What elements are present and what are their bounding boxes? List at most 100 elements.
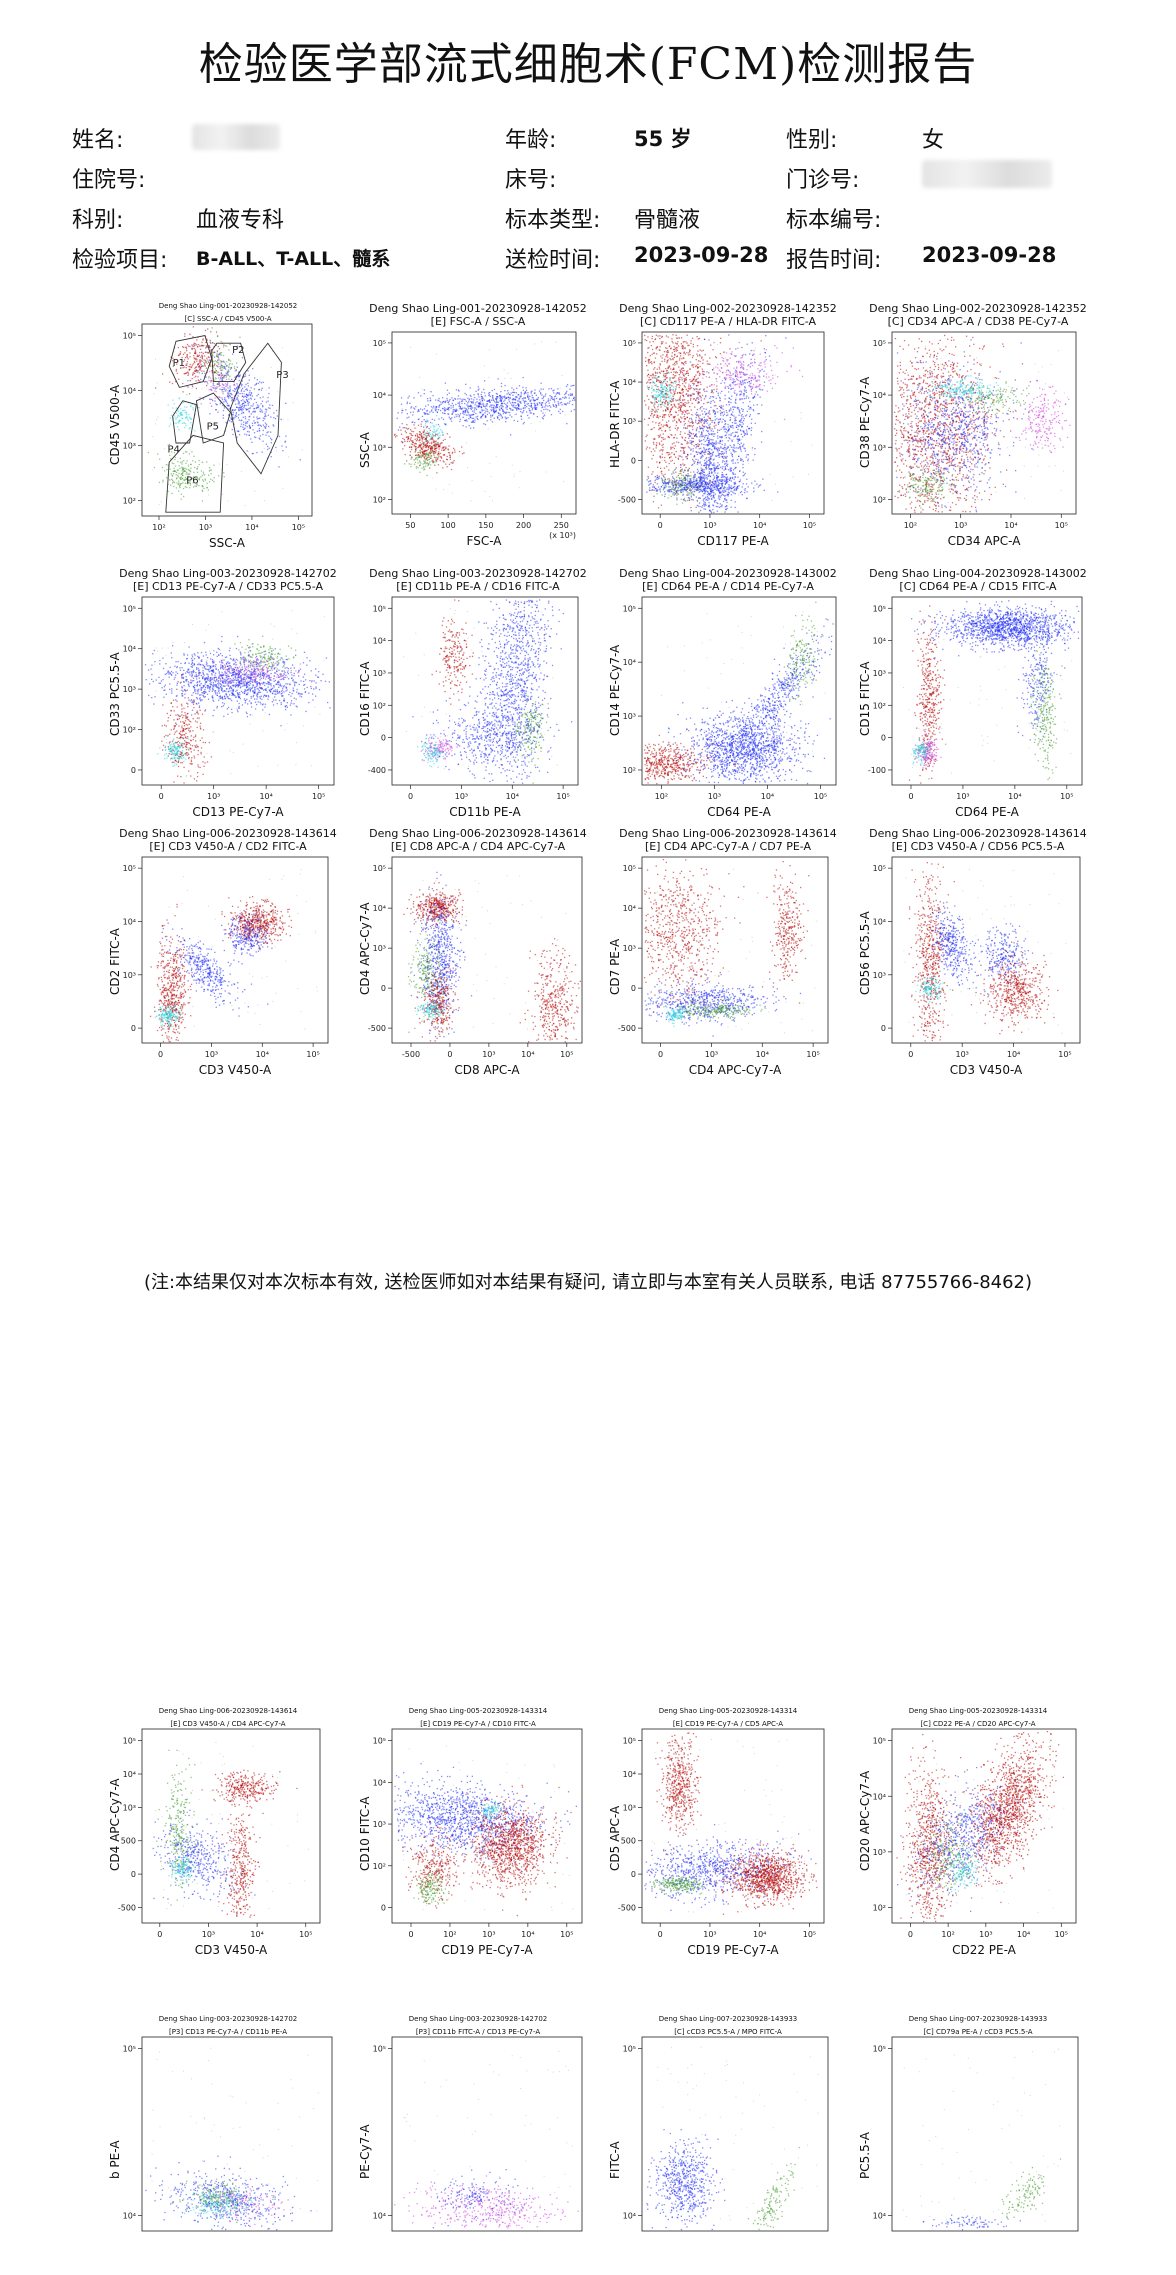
- y-tick-label: 10⁴: [873, 917, 886, 926]
- x-tick-label: 0: [408, 1930, 413, 1939]
- flow-plot: Deng Shao Ling-002-20230928-142352[C] CD…: [608, 302, 848, 562]
- y-tick-label: 10²: [373, 701, 386, 710]
- x-tick-label: 10³: [482, 1050, 495, 1059]
- y-tick-label: 10⁴: [373, 637, 386, 646]
- outpatient-redacted: [922, 160, 1052, 188]
- y-tick-label: 10⁴: [373, 904, 386, 913]
- y-tick-label: 10²: [873, 495, 886, 504]
- y-axis-label: CD10 FITC-A: [358, 1797, 372, 1871]
- y-tick-label: -100: [868, 766, 886, 775]
- flow-plot: Deng Shao Ling-006-20230928-143614[E] CD…: [358, 827, 598, 1087]
- y-tick-label: -500: [118, 1903, 136, 1912]
- y-tick-label: 10⁵: [123, 332, 136, 341]
- y-tick-label: 10⁵: [623, 2045, 636, 2054]
- x-tick-label: 0: [157, 1930, 162, 1939]
- x-tick-label: 10⁴: [256, 1050, 269, 1059]
- y-tick-label: -400: [368, 766, 386, 775]
- plot-frame: [892, 2037, 1078, 2231]
- y-tick-label: 10³: [123, 971, 136, 980]
- x-axis-label: CD19 PE-Cy7-A: [613, 1943, 853, 1957]
- flow-plot: Deng Shao Ling-005-20230928-143314[E] CD…: [608, 1707, 848, 1967]
- flow-plot: Deng Shao Ling-005-20230928-143314[E] CD…: [358, 1707, 598, 1967]
- y-tick-label: 10²: [373, 1862, 386, 1871]
- y-axis-label: PC5.5-A: [858, 2132, 872, 2179]
- y-axis-label: CD56 PC5.5-A: [858, 911, 872, 995]
- y-tick-label: 10⁵: [373, 339, 386, 348]
- plot-frame: [392, 2037, 582, 2231]
- y-tick-label: 500: [121, 1837, 136, 1846]
- y-tick-label: 10³: [873, 443, 886, 452]
- y-tick-label: 10⁵: [123, 604, 136, 613]
- gate-label: P6: [186, 475, 198, 486]
- x-tick-label: 10³: [205, 1050, 218, 1059]
- y-tick-label: 10⁴: [623, 904, 636, 913]
- y-tick-label: 10⁵: [373, 604, 386, 613]
- flow-plot: Deng Shao Ling-006-20230928-143614[E] CD…: [608, 827, 848, 1087]
- y-tick-label: 10⁴: [373, 391, 386, 400]
- x-tick-label: 0: [408, 792, 413, 801]
- flow-plot: Deng Shao Ling-006-20230928-143614[E] CD…: [108, 827, 348, 1087]
- x-tick-label: 10⁵: [803, 521, 816, 530]
- x-tick-label: 10⁵: [1055, 1930, 1068, 1939]
- y-tick-label: 10³: [623, 944, 636, 953]
- y-axis-label: HLA-DR FITC-A: [608, 381, 622, 468]
- x-tick-label: 10⁵: [299, 1930, 312, 1939]
- x-tick-label: 10⁴: [506, 792, 519, 801]
- gate-label: P3: [276, 370, 288, 381]
- y-tick-label: 10⁵: [873, 604, 886, 613]
- y-tick-label: 10²: [123, 497, 136, 506]
- x-tick-label: 10⁴: [753, 521, 766, 530]
- specimen-type-label: 标本类型:: [505, 202, 600, 234]
- flow-plot: Deng Shao Ling-003-20230928-142702[E] CD…: [108, 567, 348, 827]
- y-tick-label: 0: [381, 984, 386, 993]
- x-tick-label: 10⁴: [521, 1050, 534, 1059]
- y-tick-label: 10⁵: [873, 2045, 886, 2054]
- y-tick-label: 10⁵: [623, 339, 636, 348]
- sex-value: 女: [922, 122, 944, 154]
- y-tick-label: 10⁵: [123, 1737, 136, 1746]
- y-tick-label: -500: [368, 1024, 386, 1033]
- x-axis-label: CD19 PE-Cy7-A: [367, 1943, 607, 1957]
- dept-label: 科别:: [72, 202, 123, 234]
- plot-frame: [392, 857, 582, 1043]
- bed-label: 床号:: [505, 162, 556, 194]
- x-tick-label: 10⁵: [1055, 521, 1068, 530]
- x-axis-label: CD22 PE-A: [864, 1943, 1104, 1957]
- specimen-type-value: 骨髓液: [634, 202, 700, 234]
- x-tick-label: 10⁴: [250, 1930, 263, 1939]
- x-axis-label: SSC-A: [107, 536, 347, 550]
- y-tick-label: 10⁴: [623, 1770, 636, 1779]
- dept-value: 血液专科: [196, 202, 284, 234]
- y-tick-label: 10³: [123, 1803, 136, 1812]
- y-tick-label: 10³: [623, 417, 636, 426]
- flow-plot: Deng Shao Ling-003-20230928-142702[P3] C…: [108, 2015, 348, 2275]
- y-tick-label: 0: [881, 734, 886, 743]
- y-axis-label: CD14 PE-Cy7-A: [608, 645, 622, 736]
- x-tick-label: 10⁵: [560, 1930, 573, 1939]
- test-item-label: 检验项目:: [72, 242, 167, 274]
- y-tick-label: 10³: [623, 1803, 636, 1812]
- x-tick-label: 10³: [703, 1930, 716, 1939]
- y-tick-label: 10⁵: [623, 864, 636, 873]
- x-tick-label: 10⁵: [806, 1050, 819, 1059]
- x-axis-label: CD3 V450-A: [115, 1063, 355, 1077]
- x-axis-label: CD64 PE-A: [619, 805, 859, 819]
- x-tick-label: 10⁵: [1060, 792, 1073, 801]
- y-tick-label: 0: [131, 766, 136, 775]
- x-tick-label: 0: [158, 1050, 163, 1059]
- test-item-value: B-ALL、T-ALL、髓系: [196, 244, 390, 271]
- x-tick-label: 0: [658, 1930, 663, 1939]
- x-tick-label: 10⁴: [1007, 1050, 1020, 1059]
- y-tick-label: 0: [131, 1870, 136, 1879]
- x-tick-label: 10³: [482, 1930, 495, 1939]
- y-tick-label: 10⁵: [873, 1737, 886, 1746]
- x-axis-label: CD13 PE-Cy7-A: [118, 805, 358, 819]
